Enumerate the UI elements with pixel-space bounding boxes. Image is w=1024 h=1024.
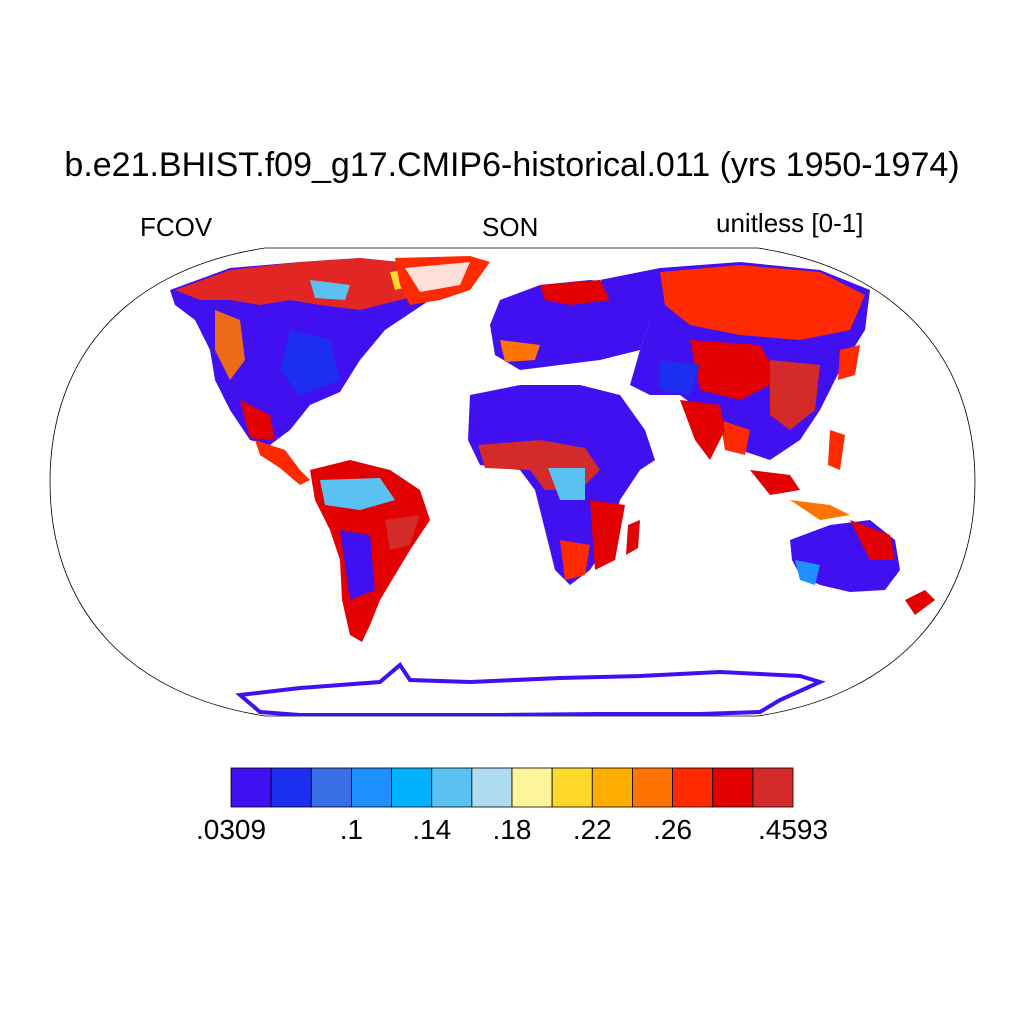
colorbar-swatch: [230, 767, 272, 808]
antarctica-fringe: [235, 662, 826, 716]
colorbar-tick-label: .26: [653, 814, 693, 845]
central-america-landmass: [255, 440, 310, 485]
colorbar-swatch: [672, 767, 714, 808]
india-landmass: [680, 400, 725, 460]
colorbar-swatch: [632, 767, 673, 808]
colorbar-tick-label: .1: [339, 814, 364, 845]
new-zealand-landmass: [905, 590, 935, 615]
colorbar-swatch: [431, 767, 473, 808]
colorbar-tick-label: .4593: [757, 814, 829, 845]
colorbar-tick-label: .0309: [195, 814, 267, 845]
variable-label: FCOV: [140, 212, 213, 242]
map-title: b.e21.BHIST.f09_g17.CMIP6-historical.011…: [64, 146, 960, 184]
colorbar-tick-label: .22: [572, 814, 612, 845]
colorbar-swatch: [391, 767, 433, 808]
colorbar-swatch: [591, 767, 633, 808]
units-label: unitless [0-1]: [716, 208, 864, 238]
madagascar-landmass: [626, 520, 640, 555]
colorbar-tick-label: .18: [492, 814, 532, 845]
colorbar-swatch: [471, 767, 513, 808]
season-label: SON: [482, 212, 539, 242]
colorbar-swatch: [511, 767, 553, 808]
colorbar-swatch: [712, 767, 754, 808]
colorbar-tick-label: .14: [412, 814, 452, 845]
colorbar-swatch: [752, 767, 794, 808]
colorbar-swatch: [310, 767, 352, 808]
colorbar-swatch: [351, 767, 392, 808]
colorbar-swatch: [270, 767, 312, 808]
colorbar-swatch: [551, 767, 593, 808]
